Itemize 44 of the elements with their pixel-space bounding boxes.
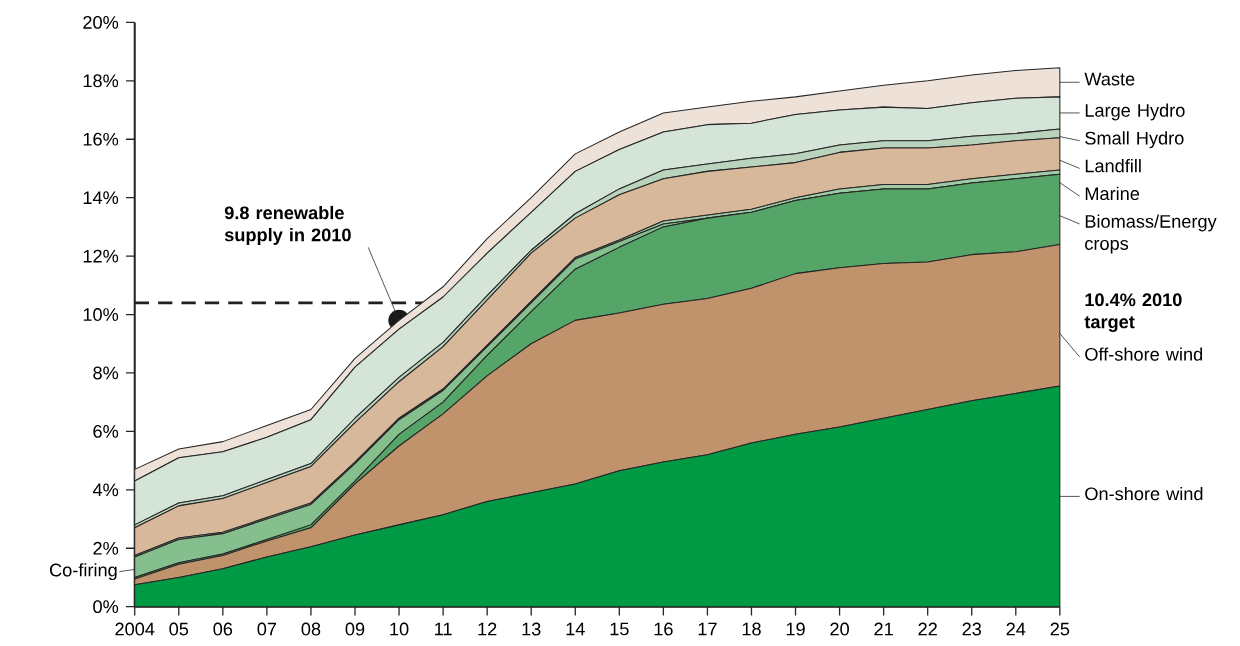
y-tick-label: 14% [83, 191, 119, 205]
y-tick-label: 6% [93, 425, 119, 439]
x-tick-label: 2004 [115, 622, 155, 636]
x-tick-label: 12 [478, 622, 497, 636]
x-tick-label: 14 [566, 622, 585, 636]
x-tick-label: 07 [257, 622, 277, 636]
x-tick-label: 20 [830, 622, 849, 636]
annotation: 9.8 renewable supply in 2010 [224, 206, 351, 246]
x-tick-label: 13 [522, 622, 541, 636]
x-tick-label: 11 [435, 622, 452, 636]
legend-label: Small Hydro [1085, 131, 1184, 149]
x-tick-label: 09 [345, 622, 365, 636]
legend-label: Landfill [1085, 159, 1141, 173]
x-tick-label: 22 [918, 622, 937, 636]
y-tick-label: 2% [93, 542, 119, 555]
series-label: Co-firing [49, 563, 117, 581]
y-tick-label: 20% [83, 16, 119, 30]
y-tick-label: 4% [92, 483, 119, 497]
y-tick-label: 18% [83, 74, 119, 88]
x-tick-label: 08 [301, 622, 321, 636]
x-tick-label: 05 [169, 622, 189, 636]
y-tick-label: 16% [83, 132, 119, 146]
y-tick-label: 0% [93, 600, 119, 614]
legend-label: On-shore wind [1085, 487, 1203, 501]
x-tick-label: 10 [390, 622, 409, 636]
x-tick-label: 23 [962, 622, 982, 636]
x-tick-label: 16 [654, 622, 673, 636]
legend-label: Marine [1085, 186, 1140, 201]
y-tick-label: 12% [83, 249, 119, 263]
x-tick-label: 25 [1050, 622, 1070, 636]
x-tick-label: 17 [698, 622, 717, 636]
series-label: Off-shore wind [1085, 347, 1203, 361]
y-tick-label: 8% [93, 366, 119, 380]
legend-label: Waste [1084, 72, 1135, 86]
x-tick-label: 24 [1006, 622, 1026, 636]
x-tick-label: 18 [742, 622, 761, 636]
x-tick-label: 15 [610, 622, 629, 636]
y-tick-label: 10% [83, 308, 119, 322]
x-tick-label: 06 [213, 622, 233, 636]
x-tick-label: 19 [786, 622, 805, 636]
ref-line-label: 10.4% 2010 target [1084, 293, 1182, 333]
legend-label: Large Hydro [1085, 103, 1185, 121]
legend-label: Biomass/Energy crops [1085, 214, 1217, 254]
x-tick-label: 21 [874, 622, 893, 636]
